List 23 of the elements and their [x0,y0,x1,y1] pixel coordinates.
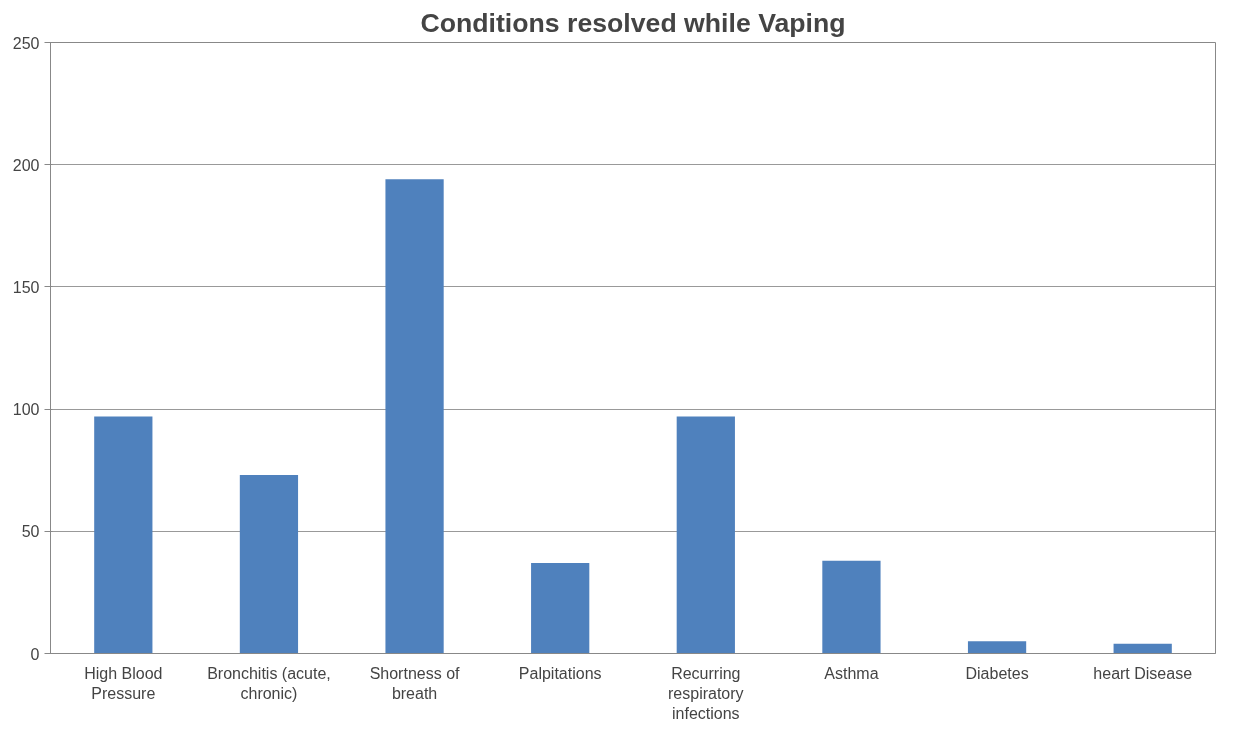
bar [822,560,881,654]
y-tick-label: 50 [21,523,40,541]
y-tick-label: 200 [12,156,40,174]
x-tick-label: Shortness of breath [369,664,461,702]
bar [385,179,444,654]
bar [967,641,1027,654]
y-tick-label: 250 [12,34,40,52]
x-tick-label: Recurring respiratory infections [668,664,744,723]
y-tick-label: 100 [12,401,40,419]
x-tick-label: Asthma [824,664,879,682]
bar [94,416,153,654]
y-tick-label: 0 [30,645,40,663]
bar [676,416,735,654]
bar [1113,643,1172,654]
x-tick-label: Palpitations [518,664,602,682]
x-tick-label: High Blood Pressure [84,664,163,702]
chart-title: Conditions resolved while Vaping [420,7,846,38]
x-tick-label: heart Disease [1093,664,1193,682]
bar [531,563,590,654]
x-tick-label: Diabetes [965,664,1029,682]
y-tick-label: 150 [12,278,40,296]
x-tick-label: Bronchitis (acute, chronic) [207,664,331,702]
bar [239,475,299,654]
